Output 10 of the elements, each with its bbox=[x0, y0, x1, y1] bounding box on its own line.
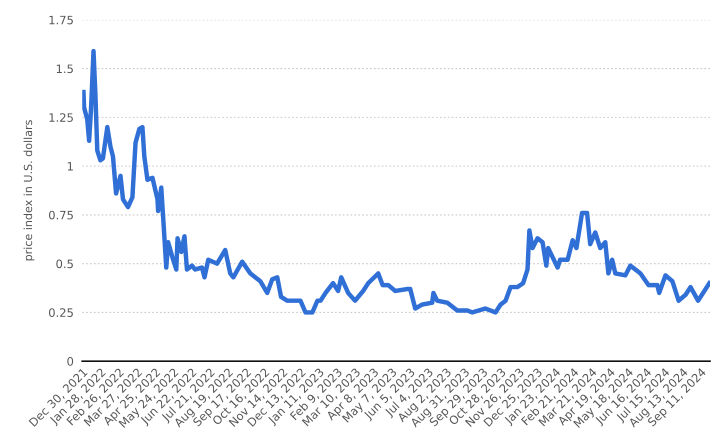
y-tick-label: 0.75 bbox=[48, 210, 73, 220]
y-tick-label: 1.75 bbox=[49, 16, 73, 24]
y-tick-label: 0 bbox=[67, 357, 74, 366]
y-tick-label: 0.5 bbox=[56, 259, 73, 268]
y-tick-label: 1.25 bbox=[49, 113, 73, 122]
y-tick-label: 0.25 bbox=[48, 308, 73, 317]
y-axis-title: price index in U.S. dollars bbox=[24, 120, 34, 260]
y-tick-label: 1.5 bbox=[56, 64, 73, 74]
line-series bbox=[82, 48, 710, 315]
y-tick-label: 1 bbox=[68, 162, 73, 171]
